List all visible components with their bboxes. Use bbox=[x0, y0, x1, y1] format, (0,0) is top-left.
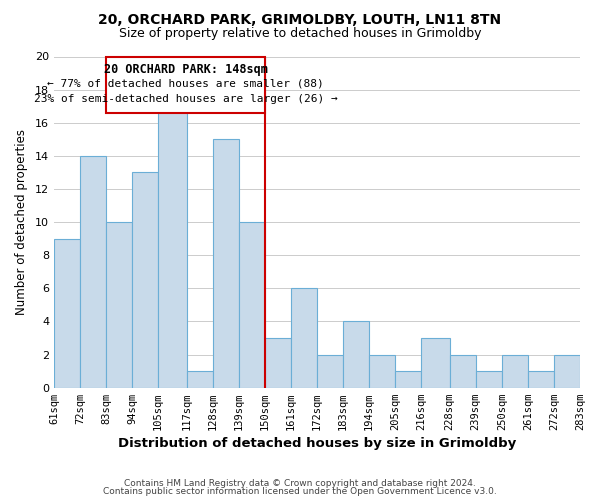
Bar bbox=[132, 172, 158, 388]
Text: ← 77% of detached houses are smaller (88): ← 77% of detached houses are smaller (88… bbox=[47, 79, 324, 89]
Bar bbox=[395, 371, 421, 388]
Bar bbox=[528, 371, 554, 388]
Text: 20, ORCHARD PARK, GRIMOLDBY, LOUTH, LN11 8TN: 20, ORCHARD PARK, GRIMOLDBY, LOUTH, LN11… bbox=[98, 12, 502, 26]
Bar bbox=[421, 338, 449, 388]
Bar bbox=[476, 371, 502, 388]
Text: Size of property relative to detached houses in Grimoldby: Size of property relative to detached ho… bbox=[119, 28, 481, 40]
Y-axis label: Number of detached properties: Number of detached properties bbox=[15, 129, 28, 315]
Bar bbox=[158, 106, 187, 388]
Text: Contains public sector information licensed under the Open Government Licence v3: Contains public sector information licen… bbox=[103, 487, 497, 496]
Bar bbox=[106, 222, 132, 388]
Bar bbox=[291, 288, 317, 388]
Bar bbox=[239, 222, 265, 388]
Bar bbox=[106, 56, 265, 113]
Bar bbox=[212, 140, 239, 388]
Bar bbox=[317, 354, 343, 388]
X-axis label: Distribution of detached houses by size in Grimoldby: Distribution of detached houses by size … bbox=[118, 437, 516, 450]
Bar bbox=[369, 354, 395, 388]
Bar bbox=[449, 354, 476, 388]
Bar bbox=[554, 354, 580, 388]
Text: Contains HM Land Registry data © Crown copyright and database right 2024.: Contains HM Land Registry data © Crown c… bbox=[124, 478, 476, 488]
Bar bbox=[54, 238, 80, 388]
Text: 23% of semi-detached houses are larger (26) →: 23% of semi-detached houses are larger (… bbox=[34, 94, 337, 104]
Bar bbox=[80, 156, 106, 388]
Bar bbox=[343, 322, 369, 388]
Text: 20 ORCHARD PARK: 148sqm: 20 ORCHARD PARK: 148sqm bbox=[104, 63, 268, 76]
Bar bbox=[187, 371, 212, 388]
Bar bbox=[265, 338, 291, 388]
Bar bbox=[502, 354, 528, 388]
